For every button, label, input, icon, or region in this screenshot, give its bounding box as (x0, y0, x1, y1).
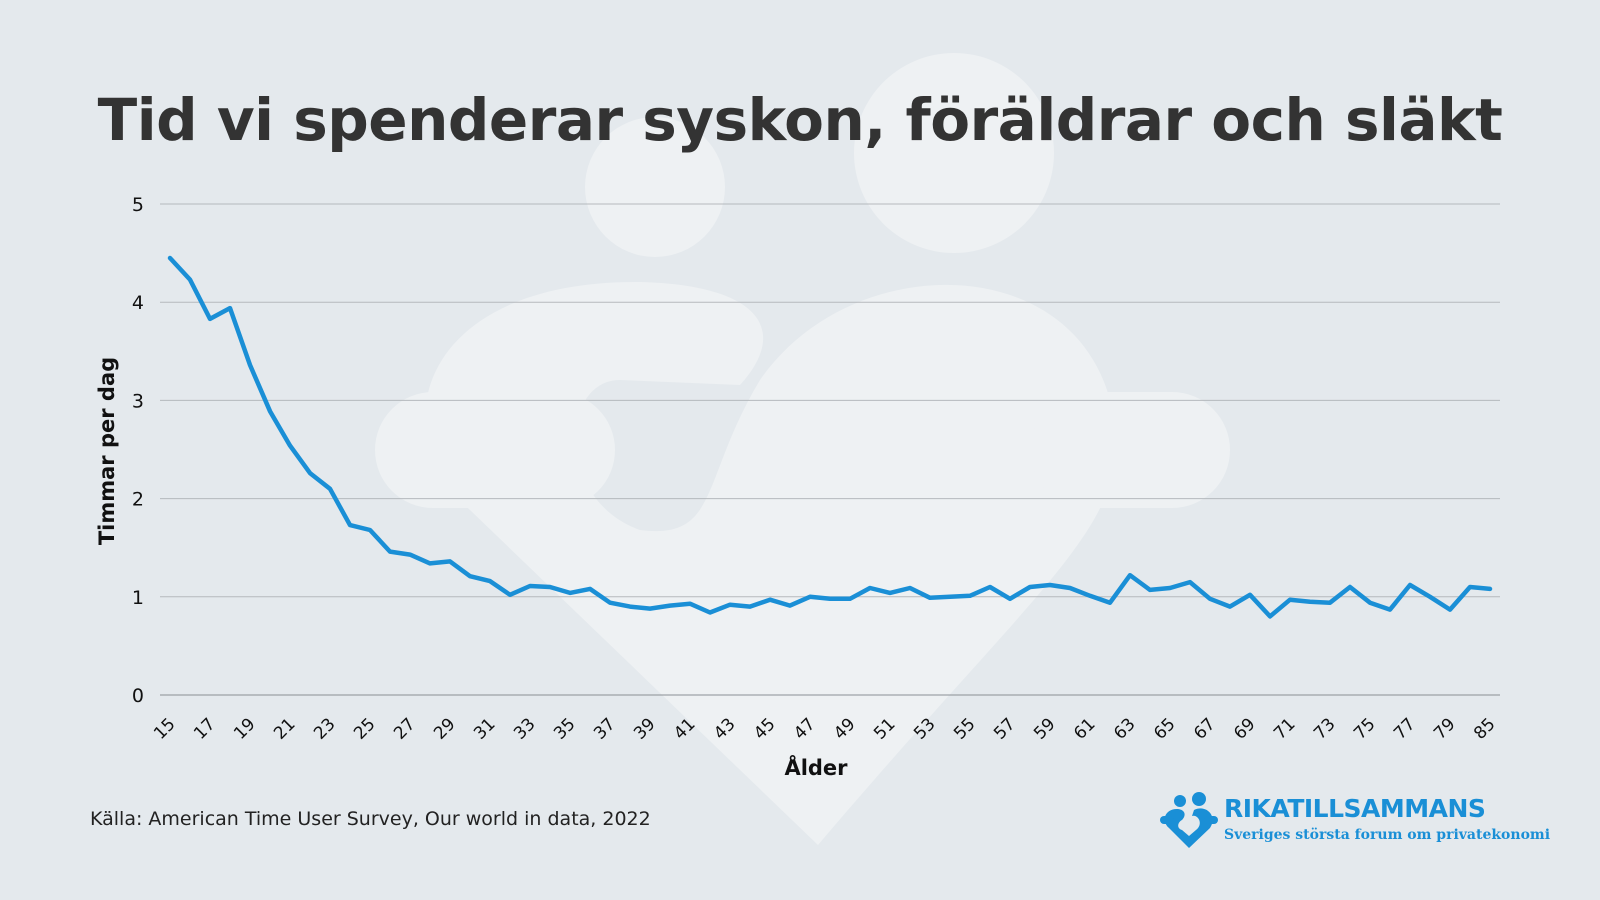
logo-tagline: Sveriges största forum om privatekonomi (1224, 827, 1551, 843)
people-heart-icon (1160, 792, 1218, 848)
x-tick-label: 71 (1270, 714, 1299, 743)
x-axis-label: Ålder (784, 755, 848, 780)
x-tick-label: 39 (630, 714, 659, 743)
x-tick-label: 17 (190, 714, 219, 743)
y-tick-label: 0 (132, 685, 144, 707)
x-tick-label: 33 (510, 714, 539, 743)
x-tick-label: 69 (1230, 714, 1259, 743)
y-tick-label: 2 (132, 489, 144, 511)
x-tick-label: 21 (270, 714, 299, 743)
x-tick-label: 65 (1150, 714, 1179, 743)
x-tick-label: 19 (230, 714, 259, 743)
x-tick-label: 59 (1030, 714, 1059, 743)
y-axis-ticks: 0 1 2 3 4 5 (132, 194, 144, 707)
logo-name: RIKATILLSAMMANS (1224, 794, 1486, 823)
y-tick-label: 1 (132, 587, 144, 609)
x-tick-label: 79 (1430, 714, 1459, 743)
x-tick-label: 61 (1070, 714, 1099, 743)
y-tick-label: 4 (132, 292, 144, 314)
watermark-logo (375, 53, 1230, 845)
x-tick-label: 27 (390, 714, 419, 743)
y-axis-label: Timmar per dag (95, 357, 119, 545)
x-tick-label: 25 (350, 714, 379, 743)
chart-title: Tid vi spenderar syskon, föräldrar och s… (97, 86, 1503, 154)
x-tick-label: 23 (310, 714, 339, 743)
series-line (167, 255, 1493, 619)
y-tick-label: 5 (132, 194, 144, 216)
x-tick-label: 75 (1350, 714, 1379, 743)
x-tick-label: 15 (150, 714, 179, 743)
x-tick-label: 31 (470, 714, 499, 743)
x-tick-label: 77 (1390, 714, 1419, 743)
x-tick-label: 57 (990, 714, 1019, 743)
source-note: Källa: American Time User Survey, Our wo… (90, 808, 651, 830)
x-tick-label: 63 (1110, 714, 1139, 743)
brand-logo[interactable]: RIKATILLSAMMANS Sveriges största forum o… (1158, 792, 1550, 852)
x-tick-label: 35 (550, 714, 579, 743)
x-tick-label: 55 (950, 714, 979, 743)
x-tick-label: 67 (1190, 714, 1219, 743)
y-tick-label: 3 (132, 390, 144, 412)
x-tick-label: 37 (590, 714, 619, 743)
x-tick-label: 73 (1310, 714, 1339, 743)
x-tick-label: 29 (430, 714, 459, 743)
x-tick-label: 85 (1470, 714, 1499, 743)
